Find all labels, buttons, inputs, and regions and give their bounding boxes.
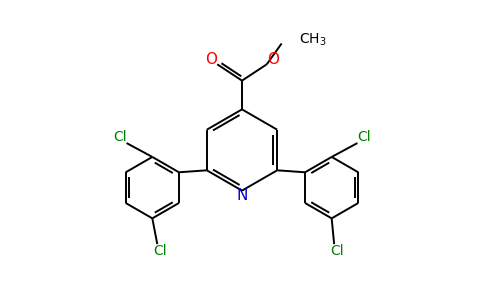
Text: O: O	[267, 52, 279, 67]
Text: Cl: Cl	[330, 244, 344, 258]
Text: Cl: Cl	[357, 130, 371, 144]
Text: CH$_3$: CH$_3$	[299, 31, 327, 48]
Text: Cl: Cl	[113, 130, 127, 144]
Text: Cl: Cl	[153, 244, 166, 258]
Text: N: N	[236, 188, 248, 203]
Text: O: O	[205, 52, 217, 67]
